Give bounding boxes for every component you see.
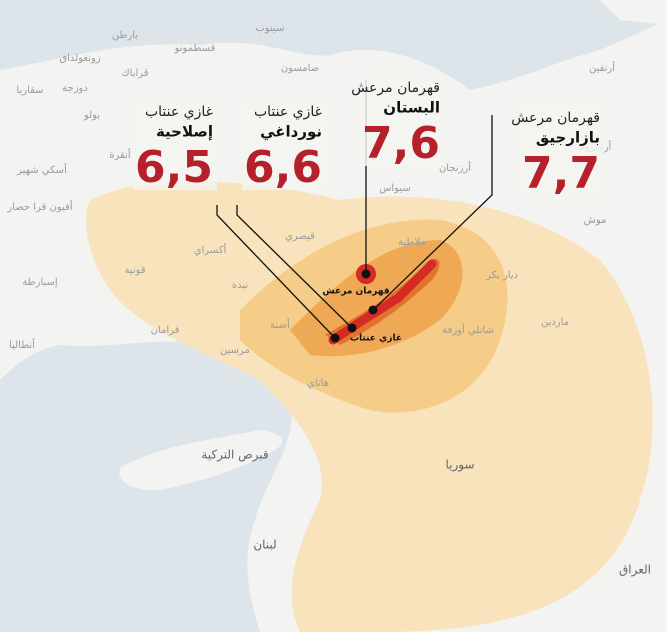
place-label: ملاطية xyxy=(398,237,426,248)
place-label: إسبارطة xyxy=(22,277,58,288)
place-label: قرامان xyxy=(151,325,180,336)
place-label: أكسراي xyxy=(194,243,227,256)
callout-bg xyxy=(242,100,326,190)
place-label: نيدة xyxy=(232,280,248,291)
place-label: أنطاليا xyxy=(9,338,35,351)
epicenter-label: قهرمان مرعش xyxy=(322,287,389,297)
callout-magnitude: 6,6 xyxy=(244,142,322,193)
place-label: أنقرة xyxy=(109,148,131,161)
epicenter xyxy=(330,333,340,343)
callout-district: البستان xyxy=(383,99,440,117)
callout-bg xyxy=(520,106,604,196)
leader-line xyxy=(236,205,353,329)
rupture xyxy=(328,259,437,345)
place-label: قيصري xyxy=(285,231,315,242)
leader-line xyxy=(372,115,493,311)
country-label: لبنان xyxy=(253,538,276,552)
place-label: أرزنجان xyxy=(439,161,471,174)
place-label: ديار بكر xyxy=(485,270,518,281)
place-label: أسكي شهير xyxy=(16,163,67,176)
place-label: شانلي أورفة xyxy=(442,323,494,336)
callout-magnitude: 6,5 xyxy=(135,142,213,193)
place-label: هاتاي xyxy=(307,378,329,389)
place-label: صامسون xyxy=(281,63,319,74)
epicenter-label: غازي عنتاب xyxy=(350,334,402,344)
place-label: بولو xyxy=(83,110,100,121)
shaking-strong xyxy=(290,240,463,357)
place-label: زونغولداق xyxy=(59,53,100,64)
callout-bg xyxy=(360,76,444,166)
country-label: سوريا xyxy=(445,458,474,473)
place-label: أرتفين xyxy=(589,61,615,74)
place-label: سيواس xyxy=(379,183,411,194)
callout-district: نورداغي xyxy=(260,123,322,141)
place-label: مرسين xyxy=(220,345,250,356)
epicenter xyxy=(361,269,371,279)
place-label: دوزجة xyxy=(62,83,88,94)
callout-district: بازارجيق xyxy=(536,129,600,147)
callout-city: غازي عنتاب xyxy=(254,104,322,120)
place-label: موش xyxy=(584,215,607,226)
epicenter xyxy=(347,323,357,333)
place-label: قونية xyxy=(124,265,145,276)
cyprus xyxy=(119,430,283,491)
callout-district: إصلاحية xyxy=(156,123,213,141)
place-label: بارطن xyxy=(112,30,138,41)
callout-city: قهرمان مرعش xyxy=(351,80,440,96)
land-north xyxy=(600,0,667,25)
callout-city: غازي عنتاب xyxy=(145,104,213,120)
country-label: قبرص التركية xyxy=(201,448,268,463)
place-label: سينوب xyxy=(256,23,285,34)
epicenter xyxy=(368,305,378,315)
callout-magnitude: 7,6 xyxy=(362,118,440,169)
callout-magnitude: 7,7 xyxy=(522,148,600,199)
place-label: ماردين xyxy=(541,317,569,328)
leader-line xyxy=(216,205,336,339)
country-label: العراق xyxy=(619,563,651,578)
place-label: أفيون قرا حصار xyxy=(6,200,72,213)
place-label: أضنة xyxy=(270,318,290,331)
callout-bg xyxy=(133,100,217,190)
callout-city: قهرمان مرعش xyxy=(511,110,600,126)
place-label: قراباك xyxy=(121,68,148,79)
place-label: قسطمونو xyxy=(174,43,216,54)
place-label: سقاريا xyxy=(16,85,43,96)
